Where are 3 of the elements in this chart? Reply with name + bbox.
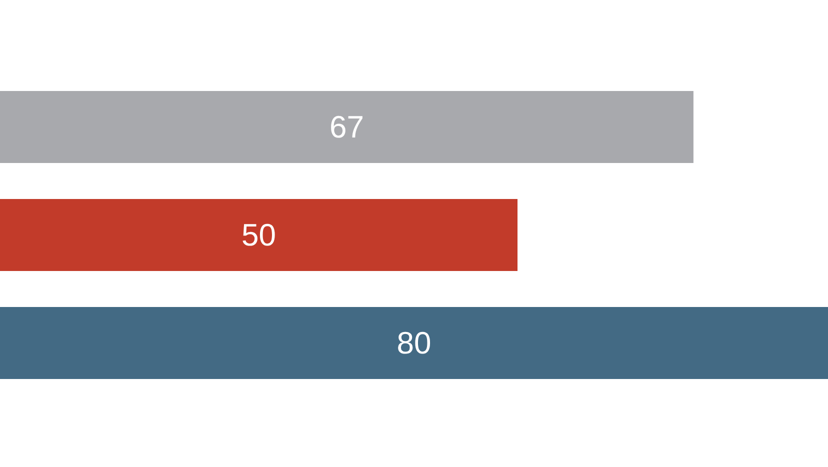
- data-label: 67: [329, 110, 364, 144]
- data-label: 50: [242, 218, 276, 252]
- data-label: 80: [396, 326, 432, 360]
